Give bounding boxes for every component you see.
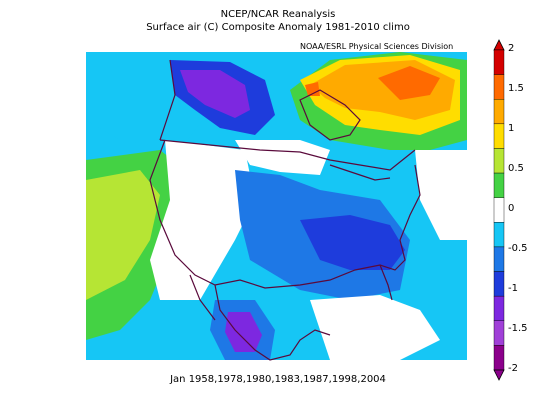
hudson-coast: [299, 89, 361, 141]
colorbar-segment: [493, 320, 505, 346]
colorbar-segment: [493, 148, 505, 174]
colorbar-label: -0.5: [508, 243, 528, 254]
canada-coast: [159, 59, 176, 141]
colorbar-label: 0: [508, 203, 515, 214]
colorbar-segment: [493, 172, 505, 198]
anomaly-fields: [86, 52, 467, 360]
florida-outline: [379, 264, 393, 301]
us-outline: [149, 139, 421, 289]
colorbar-segment: [493, 49, 505, 75]
colorbar-segment: [493, 99, 505, 125]
colorbar-label: -2: [508, 363, 518, 374]
colorbar-segment: [493, 197, 505, 223]
colorbar-segment: [493, 271, 505, 297]
colorbar-segment: [493, 222, 505, 248]
map-title: NCEP/NCAR Reanalysis: [220, 9, 336, 20]
colorbar-label: -1.5: [508, 323, 528, 334]
great-lakes-outline: [329, 164, 391, 181]
mexico-purple-region: [225, 312, 262, 352]
colorbar-segment: [493, 74, 505, 100]
us-interior-white: [150, 140, 255, 300]
colorbar-label: 2: [508, 43, 515, 54]
colorbar-top-arrow: [493, 39, 505, 51]
colorbar-label: 0.5: [508, 163, 524, 174]
colorbar-segment: [493, 295, 505, 321]
colorbar-label: 1: [508, 123, 515, 134]
colorbar: [493, 39, 505, 381]
credit-label: NOAA/ESRL Physical Sciences Division: [300, 42, 454, 51]
colorbar-segment: [493, 345, 505, 371]
us-canada-border: [159, 139, 416, 171]
us-darkblue-region: [300, 215, 405, 270]
colorbar-label: -1: [508, 283, 518, 294]
caribbean-white-region: [310, 295, 440, 360]
canada-red-region: [378, 66, 440, 100]
colorbar-segment: [493, 246, 505, 272]
colorbar-bottom-arrow: [493, 369, 505, 381]
nw-violet-region: [180, 70, 250, 118]
baja-outline: [189, 274, 216, 321]
map-borders: [149, 59, 421, 361]
map-subtitle: Surface air (C) Composite Anomaly 1981-2…: [146, 22, 410, 33]
atlantic-white-region: [415, 150, 467, 240]
canada-white-region: [235, 140, 330, 175]
map-caption: Jan 1958,1978,1980,1983,1987,1998,2004: [170, 374, 386, 385]
mexico-outline: [214, 284, 331, 361]
pacific-lightgreen-region: [86, 170, 160, 300]
colorbar-label: 1.5: [508, 83, 524, 94]
colorbar-segment: [493, 123, 505, 149]
